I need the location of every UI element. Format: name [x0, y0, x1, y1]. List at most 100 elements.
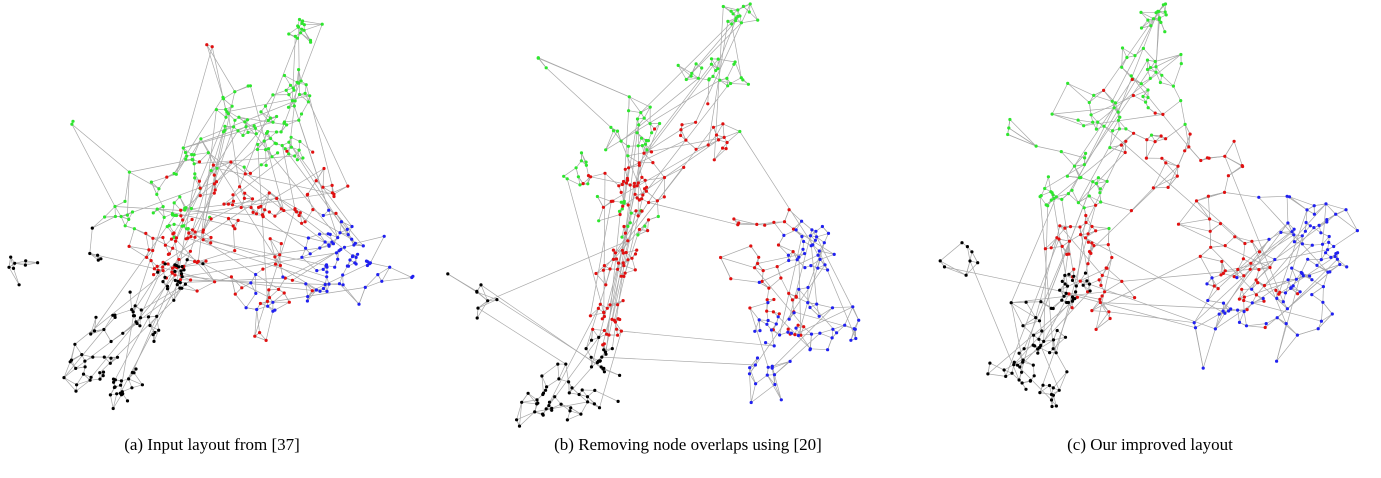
node — [1268, 266, 1271, 269]
node — [645, 186, 648, 189]
node — [129, 291, 132, 294]
edge — [1210, 224, 1220, 232]
edge — [750, 303, 768, 308]
node — [857, 319, 860, 322]
node — [222, 97, 225, 100]
edge — [292, 249, 340, 280]
edge — [1252, 239, 1269, 241]
node — [787, 259, 790, 262]
node — [309, 252, 312, 255]
node — [233, 249, 236, 252]
edge — [1162, 158, 1178, 166]
edge — [497, 300, 604, 369]
node — [116, 356, 119, 359]
node — [1146, 68, 1149, 71]
node — [227, 217, 230, 220]
edge — [75, 344, 82, 354]
node — [380, 280, 383, 283]
edge — [289, 142, 354, 245]
node — [562, 175, 565, 178]
node — [800, 235, 803, 238]
node — [156, 208, 159, 211]
node — [557, 377, 560, 380]
edge — [708, 140, 718, 145]
node — [547, 404, 550, 407]
node — [772, 298, 775, 301]
node — [685, 78, 688, 81]
node — [75, 383, 78, 386]
node — [102, 374, 105, 377]
node — [624, 272, 627, 275]
node — [1227, 174, 1230, 177]
edge — [606, 131, 618, 150]
node — [252, 211, 255, 214]
node — [84, 365, 87, 368]
node — [1286, 307, 1289, 310]
node — [210, 217, 213, 220]
node — [742, 5, 745, 8]
node — [1236, 268, 1239, 271]
node — [1154, 71, 1157, 74]
edge — [1244, 312, 1246, 326]
node — [446, 272, 449, 275]
edge — [1163, 101, 1181, 115]
node — [495, 298, 498, 301]
node — [109, 362, 112, 365]
node — [778, 333, 781, 336]
edge — [1225, 250, 1327, 271]
node — [1305, 208, 1308, 211]
node — [1274, 289, 1277, 292]
node — [1105, 267, 1108, 270]
edge — [1173, 86, 1180, 101]
node — [1087, 232, 1090, 235]
node — [587, 174, 590, 177]
node — [325, 271, 328, 274]
node — [810, 333, 813, 336]
node — [94, 316, 97, 319]
node — [1083, 163, 1086, 166]
edge — [784, 230, 796, 236]
node — [645, 190, 648, 193]
node — [597, 219, 600, 222]
node — [249, 281, 252, 284]
node — [791, 298, 794, 301]
edge — [115, 201, 125, 206]
node — [650, 131, 653, 134]
node — [189, 250, 192, 253]
node — [1189, 133, 1192, 136]
node — [833, 253, 836, 256]
edge — [192, 139, 201, 155]
edge — [1225, 192, 1259, 197]
node — [1264, 326, 1267, 329]
node — [130, 308, 133, 311]
node — [338, 282, 341, 285]
node — [1293, 228, 1296, 231]
node — [684, 139, 687, 142]
edge — [1194, 232, 1292, 323]
node — [120, 379, 123, 382]
edge — [621, 331, 774, 346]
node — [179, 214, 182, 217]
node — [1309, 224, 1312, 227]
node — [697, 77, 700, 80]
edge — [698, 68, 701, 78]
node — [212, 164, 215, 167]
edge — [517, 412, 535, 420]
node — [1285, 322, 1288, 325]
node — [783, 220, 786, 223]
edge — [104, 330, 111, 342]
node — [1241, 164, 1244, 167]
node — [1223, 155, 1226, 158]
node — [62, 376, 65, 379]
edge — [180, 197, 186, 208]
node — [618, 374, 621, 377]
node — [1142, 47, 1145, 50]
edge — [750, 308, 759, 320]
node — [229, 160, 232, 163]
edges — [9, 20, 413, 409]
node — [695, 148, 698, 151]
edge — [1323, 287, 1324, 303]
node — [1063, 295, 1066, 298]
edge — [785, 210, 790, 222]
node — [241, 134, 244, 137]
